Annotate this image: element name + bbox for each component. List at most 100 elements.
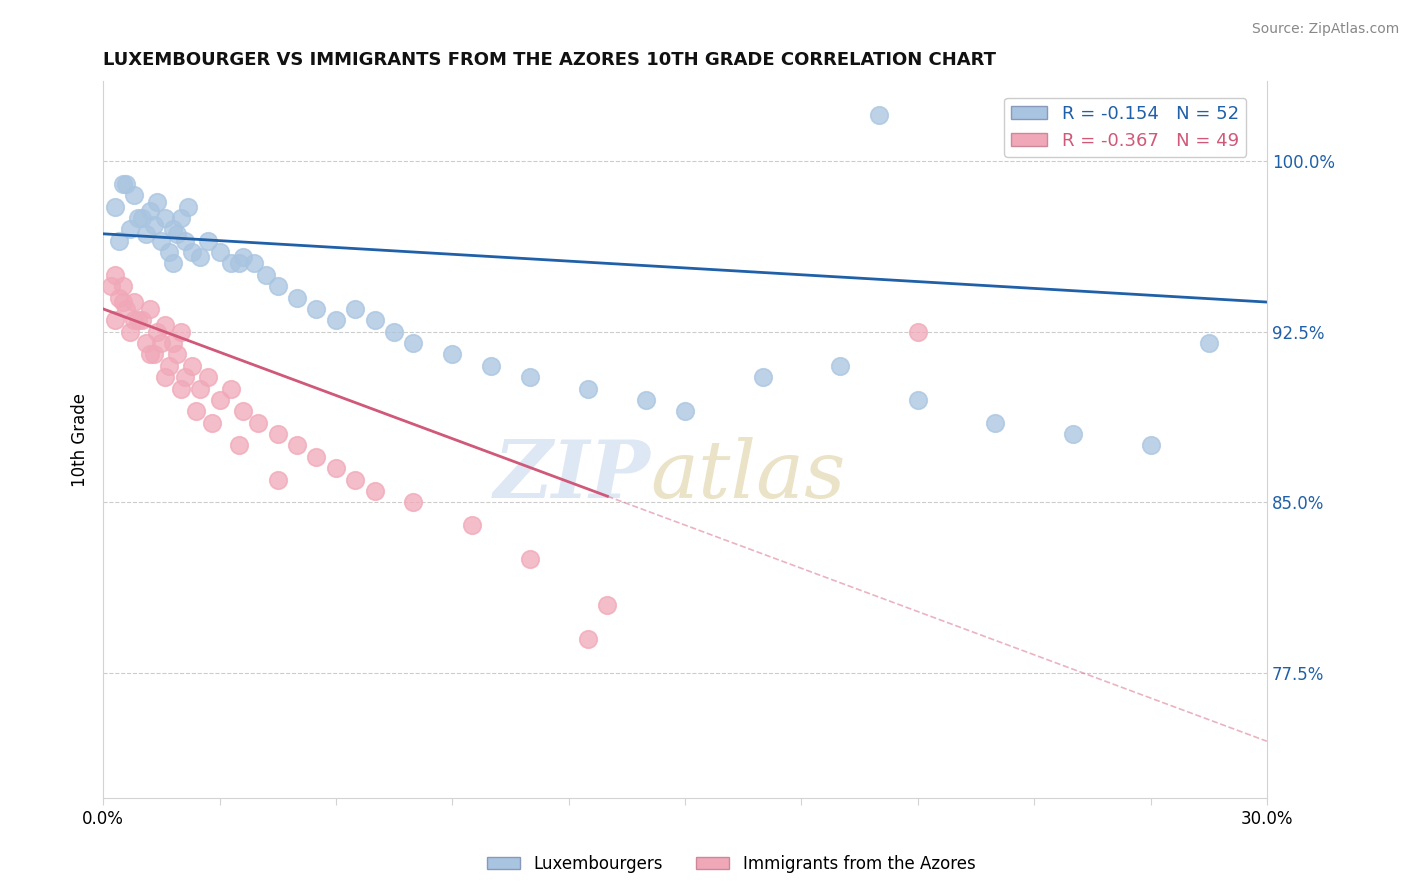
Point	[576, 382, 599, 396]
Point	[267, 279, 290, 293]
Point	[325, 313, 347, 327]
Text: ZIP: ZIP	[494, 437, 650, 515]
Point	[479, 359, 502, 373]
Point	[122, 188, 145, 202]
Point	[122, 313, 145, 327]
Point	[1062, 427, 1084, 442]
Point	[153, 318, 176, 332]
Legend: Luxembourgers, Immigrants from the Azores: Luxembourgers, Immigrants from the Azore…	[479, 848, 983, 880]
Point	[173, 234, 195, 248]
Point	[576, 632, 599, 646]
Point	[157, 245, 180, 260]
Point	[219, 256, 242, 270]
Point	[150, 336, 173, 351]
Point	[1139, 438, 1161, 452]
Point	[285, 438, 308, 452]
Point	[157, 359, 180, 373]
Point	[247, 416, 270, 430]
Legend: R = -0.154   N = 52, R = -0.367   N = 49: R = -0.154 N = 52, R = -0.367 N = 49	[1004, 97, 1246, 157]
Point	[305, 301, 328, 316]
Point	[107, 291, 129, 305]
Point	[135, 336, 157, 351]
Text: Source: ZipAtlas.com: Source: ZipAtlas.com	[1251, 22, 1399, 37]
Point	[325, 461, 347, 475]
Point	[188, 382, 211, 396]
Point	[162, 336, 184, 351]
Point	[984, 416, 1007, 430]
Point	[127, 211, 149, 225]
Point	[104, 200, 127, 214]
Point	[673, 404, 696, 418]
Point	[285, 291, 308, 305]
Point	[150, 234, 173, 248]
Point	[138, 347, 160, 361]
Point	[115, 177, 138, 191]
Point	[1198, 336, 1220, 351]
Point	[115, 301, 138, 316]
Point	[170, 211, 193, 225]
Point	[201, 416, 224, 430]
Point	[177, 200, 200, 214]
Point	[402, 495, 425, 509]
Point	[142, 218, 165, 232]
Point	[138, 301, 160, 316]
Point	[197, 370, 219, 384]
Text: atlas: atlas	[650, 437, 845, 515]
Point	[228, 256, 250, 270]
Point	[363, 313, 385, 327]
Point	[751, 370, 773, 384]
Point	[344, 301, 367, 316]
Point	[111, 279, 134, 293]
Point	[131, 313, 153, 327]
Point	[153, 211, 176, 225]
Point	[135, 227, 157, 241]
Point	[305, 450, 328, 464]
Text: LUXEMBOURGER VS IMMIGRANTS FROM THE AZORES 10TH GRADE CORRELATION CHART: LUXEMBOURGER VS IMMIGRANTS FROM THE AZOR…	[103, 51, 995, 69]
Point	[111, 177, 134, 191]
Point	[232, 250, 254, 264]
Point	[107, 234, 129, 248]
Point	[254, 268, 277, 282]
Point	[104, 268, 127, 282]
Point	[142, 347, 165, 361]
Point	[344, 473, 367, 487]
Point	[219, 382, 242, 396]
Point	[166, 227, 188, 241]
Point	[232, 404, 254, 418]
Point	[100, 279, 122, 293]
Point	[104, 313, 127, 327]
Point	[208, 245, 231, 260]
Point	[181, 359, 204, 373]
Point	[267, 473, 290, 487]
Point	[173, 370, 195, 384]
Point	[243, 256, 266, 270]
Point	[146, 325, 169, 339]
Point	[186, 404, 208, 418]
Point	[907, 392, 929, 407]
Point	[162, 222, 184, 236]
Point	[181, 245, 204, 260]
Point	[127, 313, 149, 327]
Point	[166, 347, 188, 361]
Point	[907, 325, 929, 339]
Point	[402, 336, 425, 351]
Point	[363, 483, 385, 498]
Point	[120, 325, 142, 339]
Point	[228, 438, 250, 452]
Point	[138, 204, 160, 219]
Point	[197, 234, 219, 248]
Point	[111, 295, 134, 310]
Point	[830, 359, 852, 373]
Point	[153, 370, 176, 384]
Point	[170, 325, 193, 339]
Point	[188, 250, 211, 264]
Point	[120, 222, 142, 236]
Point	[162, 256, 184, 270]
Point	[208, 392, 231, 407]
Point	[131, 211, 153, 225]
Point	[382, 325, 405, 339]
Point	[267, 427, 290, 442]
Point	[441, 347, 464, 361]
Point	[636, 392, 658, 407]
Point	[519, 552, 541, 566]
